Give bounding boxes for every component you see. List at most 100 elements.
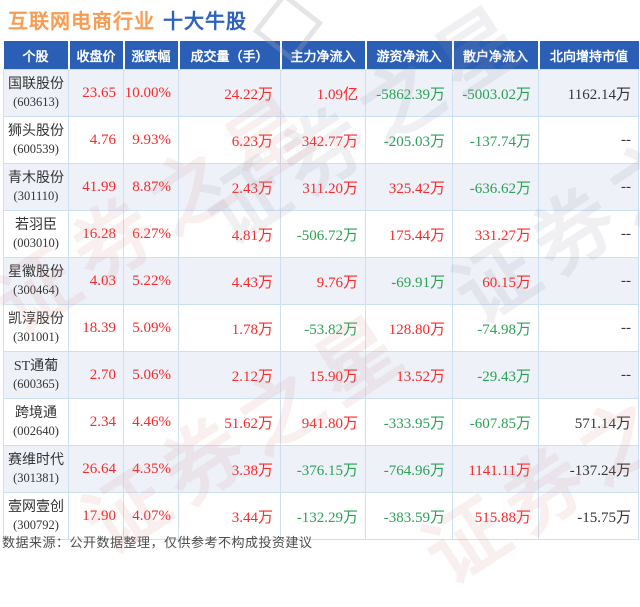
table-row: 星徽股份 (300464) 4.03 5.22% 4.43万 9.76万 -69.91万 60… [3, 257, 639, 305]
stock-code: (603613) [13, 94, 59, 109]
col-header-main: 主力净流入 [279, 41, 366, 70]
stock-code: (002640) [13, 423, 59, 438]
cell-hot: 128.80万 [365, 304, 453, 352]
table-row: 国联股份 (603613) 23.65 10.00% 24.22万 1.09亿 -5862.… [3, 69, 639, 117]
cell-north: -- [538, 163, 639, 211]
stock-name: 壹网壹创 [8, 499, 64, 515]
cell-hot: -333.95万 [365, 398, 453, 446]
cell-close: 2.34 [68, 398, 124, 446]
cell-retail: -5003.02万 [452, 69, 539, 117]
cell-retail: 60.15万 [452, 257, 539, 305]
cell-retail: 331.27万 [452, 210, 539, 258]
title-suffix: 十大牛股 [163, 11, 247, 33]
cell-retail: -636.62万 [452, 163, 539, 211]
cell-volume: 2.43万 [178, 163, 281, 211]
cell-close: 2.70 [68, 351, 124, 399]
table-row: 壹网壹创 (300792) 17.90 4.07% 3.44万 -132.29万 -383.… [3, 492, 639, 540]
cell-main: 9.76万 [280, 257, 366, 305]
cell-retail: -29.43万 [452, 351, 539, 399]
cell-volume: 4.43万 [178, 257, 281, 305]
stock-name: 凯淳股份 [8, 311, 64, 327]
cell-main: 15.90万 [280, 351, 366, 399]
cell-north: 1162.14万 [538, 69, 639, 117]
table-row: 跨境通 (002640) 2.34 4.46% 51.62万 941.80万 -333.95… [3, 398, 639, 446]
cell-name: 狮头股份 (600539) [3, 116, 69, 164]
cell-name: 赛维时代 (301381) [3, 445, 69, 493]
cell-north: -137.24万 [538, 445, 639, 493]
cell-retail: 1141.11万 [452, 445, 539, 493]
cell-hot: -383.59万 [365, 492, 453, 540]
table-header-row: 个股 收盘价 涨跌幅 成交量（手） 主力净流入 游资净流入 散户净流入 北向增持市值 [3, 41, 639, 70]
stock-code: (301381) [13, 470, 59, 485]
stock-name: 狮头股份 [8, 123, 64, 139]
cell-main: 311.20万 [280, 163, 366, 211]
col-header-hot: 游资净流入 [364, 41, 453, 70]
cell-change: 4.07% [123, 492, 179, 540]
col-header-retail: 散户净流入 [451, 41, 539, 70]
stock-name: 若羽臣 [15, 217, 57, 233]
stock-name: 星徽股份 [8, 264, 64, 280]
cell-north: -- [538, 351, 639, 399]
cell-main: 941.80万 [280, 398, 366, 446]
cell-close: 18.39 [68, 304, 124, 352]
cell-main: -376.15万 [280, 445, 366, 493]
cell-name: 若羽臣 (003010) [3, 210, 69, 258]
cell-north: -- [538, 304, 639, 352]
cell-hot: 325.42万 [365, 163, 453, 211]
cell-retail: -74.98万 [452, 304, 539, 352]
data-source-note: 数据来源：公开数据整理，仅供参考不构成投资建议 [2, 535, 313, 550]
cell-volume: 6.23万 [178, 116, 281, 164]
cell-name: 青木股份 (301110) [3, 163, 69, 211]
cell-main: -53.82万 [280, 304, 366, 352]
col-header-change: 涨跌幅 [122, 41, 179, 70]
cell-change: 4.35% [123, 445, 179, 493]
table-row: 青木股份 (301110) 41.99 8.87% 2.43万 311.20万 325.42… [3, 163, 639, 211]
stock-name: 国联股份 [8, 76, 64, 92]
stock-code: (300792) [13, 517, 59, 532]
stock-name: ST通葡 [13, 358, 59, 374]
cell-north: -- [538, 210, 639, 258]
cell-retail: -607.85万 [452, 398, 539, 446]
table-row: ST通葡 (600365) 2.70 5.06% 2.12万 15.90万 13.52万 -2… [3, 351, 639, 399]
cell-change: 5.09% [123, 304, 179, 352]
cell-close: 23.65 [68, 69, 124, 117]
stock-name: 跨境通 [15, 405, 57, 421]
table-row: 赛维时代 (301381) 26.64 4.35% 3.38万 -376.15万 -764.… [3, 445, 639, 493]
cell-retail: -137.74万 [452, 116, 539, 164]
cell-close: 41.99 [68, 163, 124, 211]
cell-volume: 51.62万 [178, 398, 281, 446]
cell-hot: -5862.39万 [365, 69, 453, 117]
stock-name: 青木股份 [8, 170, 64, 186]
cell-hot: 175.44万 [365, 210, 453, 258]
cell-retail: 515.88万 [452, 492, 539, 540]
cell-north: -15.75万 [538, 492, 639, 540]
stock-code: (301110) [13, 188, 59, 203]
stock-code: (301001) [13, 329, 59, 344]
table-row: 若羽臣 (003010) 16.28 6.27% 4.81万 -506.72万 175.44… [3, 210, 639, 258]
page-title: 互联网电商行业 十大牛股 [8, 5, 247, 34]
title-industry: 互联网电商行业 [8, 11, 155, 33]
cell-north: 571.14万 [538, 398, 639, 446]
stocks-table: 个股 收盘价 涨跌幅 成交量（手） 主力净流入 游资净流入 散户净流入 北向增持市值 国联股份… [3, 41, 639, 540]
cell-main: 1.09亿 [280, 69, 366, 117]
cell-change: 8.87% [123, 163, 179, 211]
cell-change: 10.00% [123, 69, 179, 117]
cell-change: 4.46% [123, 398, 179, 446]
cell-name: 星徽股份 (300464) [3, 257, 69, 305]
cell-close: 26.64 [68, 445, 124, 493]
cell-name: 跨境通 (002640) [3, 398, 69, 446]
cell-main: -132.29万 [280, 492, 366, 540]
cell-main: -506.72万 [280, 210, 366, 258]
stock-name: 赛维时代 [8, 452, 64, 468]
cell-hot: 13.52万 [365, 351, 453, 399]
col-header-north: 北向增持市值 [537, 41, 639, 70]
cell-main: 342.77万 [280, 116, 366, 164]
cell-volume: 2.12万 [178, 351, 281, 399]
cell-name: 壹网壹创 (300792) [3, 492, 69, 540]
col-header-volume: 成交量（手） [177, 41, 281, 70]
stock-code: (300464) [13, 282, 59, 297]
stock-code: (600539) [13, 141, 59, 156]
table-row: 凯淳股份 (301001) 18.39 5.09% 1.78万 -53.82万 128.80… [3, 304, 639, 352]
cell-north: -- [538, 257, 639, 305]
cell-name: 国联股份 (603613) [3, 69, 69, 117]
